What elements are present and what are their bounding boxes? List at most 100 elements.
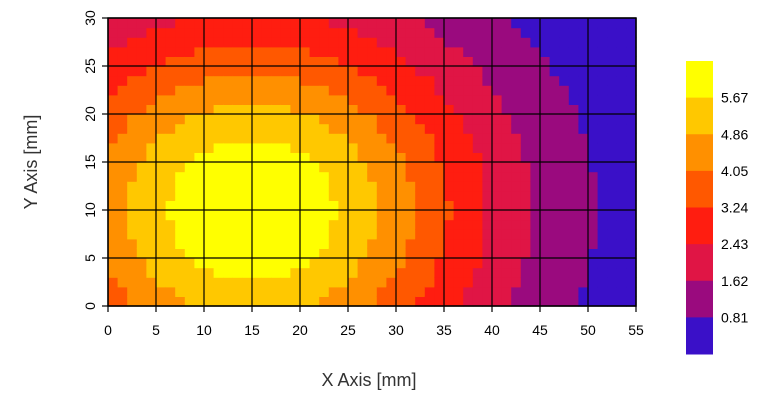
heatmap-cell	[261, 181, 272, 192]
heatmap-cell	[482, 190, 493, 201]
heatmap-cell	[184, 46, 195, 57]
heatmap-cell	[520, 27, 531, 38]
heatmap-cell	[175, 27, 186, 38]
heatmap-cell	[290, 75, 301, 86]
heatmap-cell	[108, 200, 119, 211]
heatmap-cell	[444, 104, 455, 115]
heatmap-cell	[348, 56, 359, 67]
heatmap-cell	[175, 85, 186, 96]
heatmap-cell	[520, 258, 531, 269]
heatmap-cell	[367, 181, 378, 192]
heatmap-cell	[396, 142, 407, 153]
heatmap-cell	[386, 258, 397, 269]
heatmap-cell	[376, 46, 387, 57]
heatmap-cell	[223, 229, 234, 240]
heatmap-cell	[232, 267, 243, 278]
heatmap-cell	[175, 248, 186, 259]
heatmap-cell	[376, 277, 387, 288]
heatmap-cell	[501, 75, 512, 86]
heatmap-cell	[108, 37, 119, 48]
heatmap-cell	[242, 219, 253, 230]
heatmap-cell	[597, 200, 608, 211]
heatmap-cell	[463, 27, 474, 38]
heatmap-cell	[271, 27, 282, 38]
heatmap-cell	[367, 152, 378, 163]
heatmap-cell	[242, 296, 253, 307]
heatmap-cell	[367, 123, 378, 134]
heatmap-cell	[146, 190, 157, 201]
heatmap-cell	[405, 142, 416, 153]
heatmap-cell	[588, 200, 599, 211]
heatmap-cell	[578, 171, 589, 182]
heatmap-cell	[453, 37, 464, 48]
heatmap-cell	[588, 85, 599, 96]
heatmap-cell	[232, 46, 243, 57]
heatmap-cell	[386, 219, 397, 230]
heatmap-cell	[175, 229, 186, 240]
heatmap-cell	[482, 104, 493, 115]
heatmap-cell	[492, 75, 503, 86]
heatmap-cell	[376, 56, 387, 67]
heatmap-cell	[194, 133, 205, 144]
heatmap-cell	[482, 162, 493, 173]
heatmap-cell	[511, 133, 522, 144]
heatmap-cell	[568, 277, 579, 288]
heatmap-cell	[472, 200, 483, 211]
heatmap-cell	[261, 66, 272, 77]
heatmap-cell	[290, 56, 301, 67]
heatmap-cell	[588, 46, 599, 57]
heatmap-cell	[328, 46, 339, 57]
heatmap-cell	[520, 114, 531, 125]
heatmap-cell	[616, 46, 627, 57]
heatmap-cell	[472, 56, 483, 67]
x-tick-label: 10	[196, 322, 212, 338]
heatmap-cell	[463, 56, 474, 67]
heatmap-cell	[271, 37, 282, 48]
heatmap-cell	[386, 75, 397, 86]
heatmap-cell	[319, 123, 330, 134]
heatmap-cell	[348, 27, 359, 38]
heatmap-cell	[607, 46, 618, 57]
heatmap-cell	[117, 162, 128, 173]
heatmap-cell	[472, 104, 483, 115]
heatmap-cell	[559, 248, 570, 259]
heatmap-cell	[223, 162, 234, 173]
heatmap-cell	[444, 152, 455, 163]
heatmap-cell	[444, 229, 455, 240]
heatmap-cell	[184, 248, 195, 259]
heatmap-cell	[184, 104, 195, 115]
heatmap-cell	[453, 267, 464, 278]
heatmap-cell	[261, 46, 272, 57]
heatmap-cell	[588, 210, 599, 221]
heatmap-cell	[156, 142, 167, 153]
heatmap-cell	[357, 219, 368, 230]
heatmap-cell	[117, 286, 128, 297]
heatmap-cell	[213, 181, 224, 192]
heatmap-cell	[271, 46, 282, 57]
heatmap-cell	[213, 104, 224, 115]
heatmap-cell	[117, 200, 128, 211]
heatmap-cell	[367, 27, 378, 38]
heatmap-cell	[242, 133, 253, 144]
heatmap-cell	[444, 85, 455, 96]
heatmap-cell	[223, 277, 234, 288]
heatmap-cell	[549, 75, 560, 86]
heatmap-cell	[415, 18, 426, 29]
heatmap-cell	[559, 46, 570, 57]
heatmap-cell	[415, 46, 426, 57]
heatmap-cell	[415, 200, 426, 211]
heatmap-cell	[348, 229, 359, 240]
heatmap-cell	[540, 114, 551, 125]
heatmap-cell	[213, 258, 224, 269]
heatmap-cell	[607, 200, 618, 211]
heatmap-cell	[156, 152, 167, 163]
heatmap-cell	[328, 27, 339, 38]
heatmap-cell	[261, 37, 272, 48]
heatmap-cell	[136, 210, 147, 221]
heatmap-cell	[127, 133, 138, 144]
heatmap-cell	[357, 56, 368, 67]
heatmap-cell	[482, 18, 493, 29]
heatmap-cell	[127, 238, 138, 249]
heatmap-cell	[540, 18, 551, 29]
heatmap-cell	[463, 286, 474, 297]
